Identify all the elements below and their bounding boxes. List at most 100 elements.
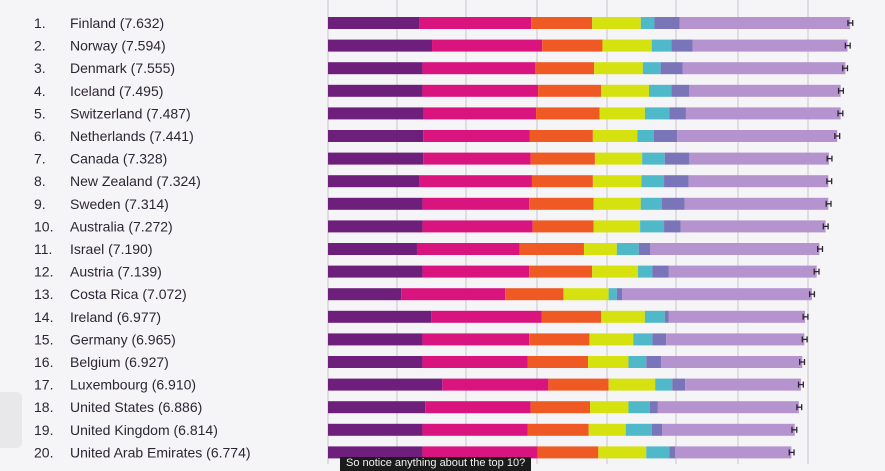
bar-segment [637, 130, 654, 142]
bar-segment [664, 152, 690, 165]
bar-segment [646, 446, 670, 459]
rank-label: 17. [34, 377, 53, 393]
bar-segment [530, 401, 591, 414]
rank-label: 6. [34, 128, 46, 144]
bar-segment [422, 446, 538, 459]
bar-segment [423, 130, 530, 142]
country-label: Finland (7.632) [70, 15, 164, 31]
overlay-edge [0, 392, 22, 448]
bar-segment [599, 107, 645, 120]
bar-segment [651, 423, 662, 436]
bar-segment [328, 423, 423, 436]
rank-label: 18. [34, 399, 53, 415]
bar-segment [689, 152, 829, 165]
bar-segment [684, 197, 829, 210]
rank-label: 10. [34, 218, 53, 234]
bar-segment [655, 378, 673, 391]
bar-segment [328, 288, 402, 301]
bar-segment [594, 152, 643, 165]
bar-segment [593, 197, 641, 210]
bar-segment [669, 107, 686, 120]
bar-segment [536, 107, 600, 120]
country-label: Iceland (7.495) [70, 83, 163, 99]
bar-segment [588, 423, 626, 436]
bar-segment [422, 333, 530, 346]
bar-segment [593, 220, 641, 233]
bar-segment [652, 265, 669, 278]
bar-segment [328, 401, 426, 414]
bar-segment [668, 265, 817, 278]
bar-segment [602, 39, 652, 52]
bar-segment [661, 197, 685, 210]
bar-segment [664, 220, 681, 233]
country-label: Netherlands (7.441) [70, 128, 194, 144]
bar-segment [529, 197, 594, 210]
bar-segment [682, 62, 846, 75]
bar-segment [592, 265, 639, 278]
bar-segment [592, 175, 642, 188]
bar-segment [422, 220, 533, 233]
bar-segment [419, 175, 532, 188]
country-label: Luxembourg (6.910) [70, 377, 196, 393]
bar-segment [530, 152, 595, 165]
bar-segment [644, 310, 665, 323]
bar-segment [328, 175, 420, 188]
rank-label: 14. [34, 309, 53, 325]
bar-segment [423, 152, 531, 165]
bar-segment [532, 220, 594, 233]
bar-segment [685, 107, 841, 120]
bar-segment [328, 197, 423, 210]
bar-segment [661, 423, 795, 436]
bar-segment [529, 265, 593, 278]
country-label: Sweden (7.314) [70, 196, 169, 212]
bar-segment [642, 152, 665, 165]
bar-segment [644, 107, 670, 120]
bar-segment [328, 378, 443, 391]
bar-segment [669, 446, 675, 459]
rank-label: 2. [34, 38, 46, 54]
bar-segment [328, 220, 423, 233]
bar-segment [431, 310, 542, 323]
bar-segment [416, 243, 520, 255]
country-label: Germany (6.965) [70, 331, 176, 347]
bar-segment [642, 62, 661, 75]
bar-segment [519, 243, 584, 255]
bar-segment [419, 17, 532, 29]
bar-segment [531, 175, 593, 188]
bar-segment [661, 356, 803, 368]
bar-segment [422, 356, 528, 368]
bar-segment [583, 243, 617, 255]
country-label: Canada (7.328) [70, 151, 167, 167]
bar-segment [422, 423, 528, 436]
video-caption: So notice anything about the top 10? [340, 457, 532, 471]
rank-label: 15. [34, 331, 53, 347]
rank-label: 16. [34, 354, 53, 370]
bar-segment [672, 378, 686, 391]
bar-segment [563, 288, 609, 301]
bar-segment [648, 84, 672, 97]
rank-label: 20. [34, 444, 53, 460]
bar-segment [657, 401, 799, 414]
bar-segment [616, 243, 639, 255]
bar-segment [664, 175, 689, 188]
bar-segment [592, 130, 638, 142]
bar-segment [328, 130, 424, 142]
bar-segment [588, 356, 629, 368]
bar-segment [651, 39, 672, 52]
bar-segment [594, 62, 643, 75]
rank-label: 11. [34, 241, 52, 257]
bar-segment [601, 84, 649, 97]
bar-segment [646, 356, 662, 368]
bar-segment [601, 310, 645, 323]
bar-segment [608, 378, 656, 391]
rank-label: 5. [34, 105, 46, 121]
bar-segment [628, 401, 650, 414]
bar-segment [442, 378, 549, 391]
bar-segment [640, 17, 655, 29]
bar-segment [650, 243, 820, 255]
country-label: Ireland (6.977) [70, 309, 161, 325]
country-label: Norway (7.594) [70, 38, 166, 54]
bar-segment [328, 446, 423, 459]
bar-segment [328, 310, 432, 323]
bar-segment [422, 265, 530, 278]
